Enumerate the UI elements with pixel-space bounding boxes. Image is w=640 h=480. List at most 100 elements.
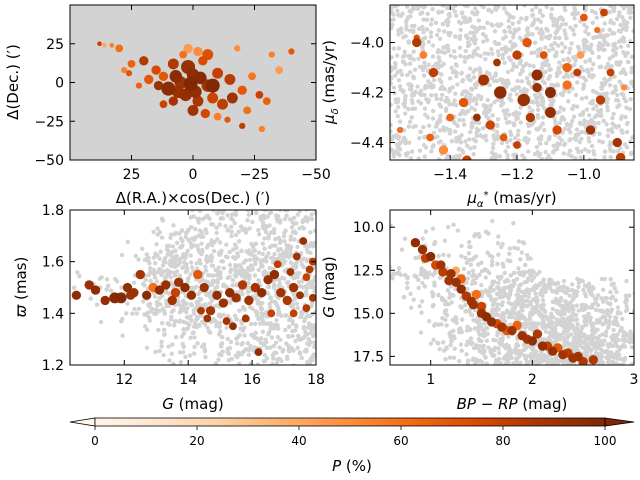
field-star bbox=[548, 329, 554, 334]
field-star bbox=[597, 362, 602, 365]
field-star bbox=[437, 77, 442, 82]
colorbar-tick-label: 20 bbox=[189, 434, 204, 448]
field-star bbox=[291, 275, 296, 281]
field-star bbox=[453, 73, 459, 79]
field-star bbox=[465, 90, 470, 95]
member-star bbox=[192, 95, 204, 107]
field-star bbox=[448, 53, 454, 58]
field-star bbox=[602, 149, 608, 154]
field-star bbox=[457, 358, 462, 364]
field-star bbox=[283, 327, 288, 333]
field-star bbox=[275, 326, 281, 331]
field-star bbox=[247, 304, 253, 310]
field-star bbox=[280, 396, 284, 400]
field-star bbox=[618, 345, 623, 350]
field-star bbox=[426, 62, 431, 67]
field-star bbox=[615, 92, 620, 98]
field-star bbox=[444, 313, 450, 318]
field-star bbox=[613, 87, 618, 93]
field-star bbox=[295, 170, 299, 174]
field-star bbox=[239, 266, 244, 271]
field-star bbox=[240, 269, 246, 274]
field-star bbox=[540, 298, 546, 303]
field-star bbox=[455, 123, 460, 129]
field-star bbox=[467, 42, 472, 47]
panel-spatial-xticks: 25 0 −25 −50 bbox=[123, 5, 331, 183]
y-tick-label: 12.5 bbox=[353, 263, 384, 279]
field-star bbox=[459, 70, 464, 76]
field-star bbox=[524, 298, 530, 304]
field-star bbox=[268, 326, 273, 331]
field-star bbox=[511, 361, 516, 365]
field-star bbox=[567, 148, 573, 154]
field-star bbox=[538, 311, 543, 317]
field-star bbox=[192, 344, 197, 350]
field-star bbox=[282, 216, 288, 222]
field-star bbox=[480, 292, 485, 297]
member-star bbox=[620, 84, 628, 91]
field-star bbox=[379, 249, 383, 253]
field-star bbox=[609, 335, 614, 340]
field-star bbox=[286, 385, 290, 389]
field-star bbox=[616, 39, 622, 44]
field-star bbox=[289, 225, 295, 230]
field-star bbox=[488, 103, 494, 108]
field-star bbox=[610, 115, 615, 121]
field-star bbox=[225, 213, 230, 218]
field-star bbox=[249, 401, 253, 405]
field-star bbox=[307, 203, 311, 207]
field-star bbox=[144, 312, 149, 318]
field-star bbox=[562, 142, 567, 148]
field-star bbox=[425, 11, 430, 17]
field-star bbox=[553, 281, 559, 287]
field-star bbox=[498, 77, 503, 82]
field-star bbox=[503, 116, 509, 121]
field-star bbox=[191, 214, 197, 219]
field-star bbox=[613, 98, 619, 103]
field-star bbox=[402, 49, 407, 55]
field-star bbox=[304, 314, 310, 319]
field-star bbox=[310, 280, 315, 285]
field-star bbox=[429, 17, 435, 22]
field-star bbox=[625, 43, 631, 49]
field-star bbox=[637, 358, 640, 362]
field-star bbox=[511, 278, 516, 284]
field-star bbox=[489, 156, 494, 160]
member-star bbox=[179, 88, 192, 102]
field-star bbox=[511, 152, 516, 158]
field-star bbox=[270, 255, 275, 260]
field-star bbox=[154, 311, 159, 316]
member-star bbox=[167, 295, 177, 306]
member-star bbox=[198, 56, 208, 66]
field-star bbox=[383, 252, 387, 256]
field-star bbox=[483, 34, 488, 39]
field-star bbox=[513, 346, 518, 352]
field-star bbox=[277, 311, 282, 317]
field-star bbox=[583, 303, 588, 309]
field-star bbox=[535, 354, 540, 360]
field-star bbox=[583, 348, 589, 353]
field-star bbox=[276, 247, 281, 252]
member-star bbox=[456, 284, 466, 294]
field-star bbox=[290, 321, 296, 327]
field-star bbox=[394, 53, 400, 58]
field-star bbox=[466, 270, 472, 275]
field-star bbox=[176, 302, 182, 307]
member-star bbox=[109, 42, 115, 48]
field-star bbox=[144, 345, 150, 350]
field-star bbox=[505, 144, 511, 150]
field-star bbox=[592, 335, 598, 340]
field-star bbox=[161, 269, 166, 274]
member-star bbox=[544, 107, 556, 118]
member-star bbox=[476, 301, 487, 312]
field-star bbox=[594, 351, 599, 356]
field-star bbox=[454, 136, 459, 141]
field-star bbox=[497, 154, 503, 159]
field-star bbox=[170, 342, 175, 347]
field-star bbox=[424, 27, 430, 32]
field-star bbox=[608, 289, 613, 295]
field-star bbox=[286, 279, 291, 285]
field-star bbox=[297, 351, 303, 357]
field-star bbox=[470, 98, 475, 103]
field-star bbox=[586, 135, 591, 141]
